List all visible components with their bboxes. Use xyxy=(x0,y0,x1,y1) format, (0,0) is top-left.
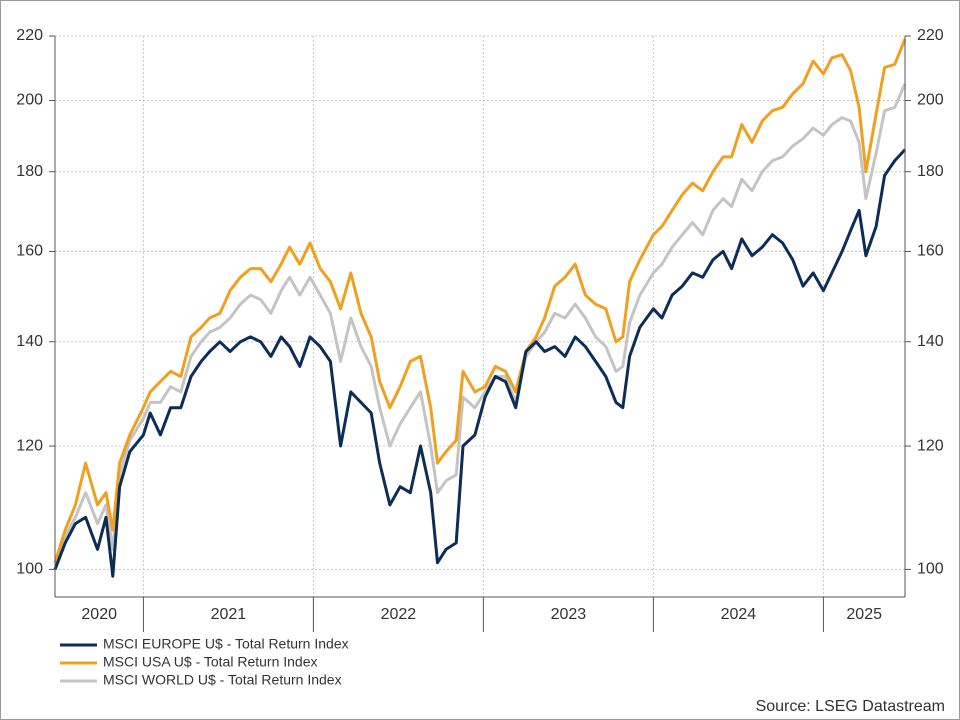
y-tick-label: 140 xyxy=(16,333,43,350)
y2-tick-label: 180 xyxy=(917,163,944,180)
y2-tick-label: 140 xyxy=(917,333,944,350)
y2-tick-label: 220 xyxy=(917,27,944,44)
series-line xyxy=(53,83,907,564)
y-tick-label: 100 xyxy=(16,561,43,578)
y2-tick-label: 120 xyxy=(917,437,944,454)
legend-label: MSCI USA U$ - Total Return Index xyxy=(103,654,318,670)
x-tick-label: 2024 xyxy=(721,606,757,623)
x-tick-label: 2022 xyxy=(381,606,417,623)
grid xyxy=(55,35,905,597)
y2-tick-label: 160 xyxy=(917,243,944,260)
y-tick-label: 160 xyxy=(16,243,43,260)
y-tick-label: 200 xyxy=(16,92,43,109)
y-tick-label: 120 xyxy=(16,437,43,454)
y-tick-label: 180 xyxy=(16,163,43,180)
x-tick-label: 2023 xyxy=(551,606,587,623)
lines xyxy=(53,38,907,578)
source: Source: LSEG Datastream xyxy=(756,698,945,715)
y2-tick-label: 100 xyxy=(917,561,944,578)
legend-label: MSCI WORLD U$ - Total Return Index xyxy=(103,672,342,688)
series-line xyxy=(53,38,907,564)
axes: 100 120 140 160 180 200 220 100 120 140 160 180 200 2… xyxy=(16,27,944,687)
y2-tick-label: 200 xyxy=(917,92,944,109)
series-line xyxy=(53,148,907,578)
y-tick-label: 220 xyxy=(16,27,43,44)
x-tick-label: 2020 xyxy=(81,606,117,623)
legend-label: MSCI EUROPE U$ - Total Return Index xyxy=(103,636,349,652)
x-tick-label: 2025 xyxy=(846,606,882,623)
x-tick-label: 2021 xyxy=(211,606,247,623)
